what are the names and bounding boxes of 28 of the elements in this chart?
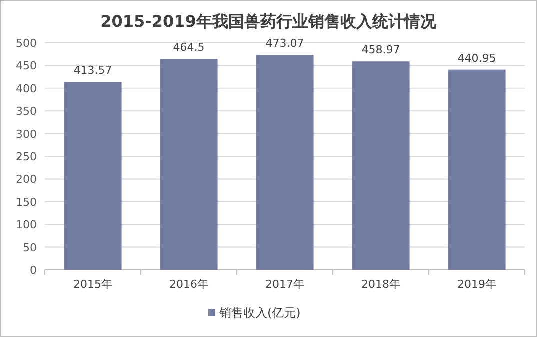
x-tick-label: 2017年 xyxy=(266,278,304,291)
bar xyxy=(448,70,506,270)
data-label: 473.07 xyxy=(266,37,304,50)
bar xyxy=(352,62,410,270)
x-tick-label: 2016年 xyxy=(170,278,208,291)
data-label: 440.95 xyxy=(458,52,496,65)
y-tick-label: 400 xyxy=(16,82,37,96)
y-tick-label: 250 xyxy=(16,150,37,164)
data-label: 458.97 xyxy=(362,44,400,57)
chart-title: 2015-2019年我国兽药行业销售收入统计情况 xyxy=(100,12,438,31)
y-tick-label: 450 xyxy=(16,60,37,73)
y-tick-label: 150 xyxy=(16,196,37,209)
y-tick-label: 50 xyxy=(23,241,37,254)
y-tick-label: 0 xyxy=(30,264,37,277)
bar xyxy=(160,59,218,270)
x-tick-label: 2019年 xyxy=(458,278,496,291)
data-label: 413.57 xyxy=(74,64,112,78)
y-tick-label: 300 xyxy=(16,128,37,141)
y-tick-label: 200 xyxy=(16,173,37,186)
legend: 销售收入(亿元) xyxy=(208,306,301,320)
y-tick-label: 350 xyxy=(16,105,37,118)
x-tick-label: 2015年 xyxy=(74,278,112,291)
x-tick-label: 2018年 xyxy=(362,278,400,291)
bar xyxy=(256,55,314,270)
y-tick-label: 500 xyxy=(16,37,37,50)
data-label: 464.5 xyxy=(173,41,205,54)
bar xyxy=(64,82,122,270)
y-tick-label: 100 xyxy=(16,218,37,232)
